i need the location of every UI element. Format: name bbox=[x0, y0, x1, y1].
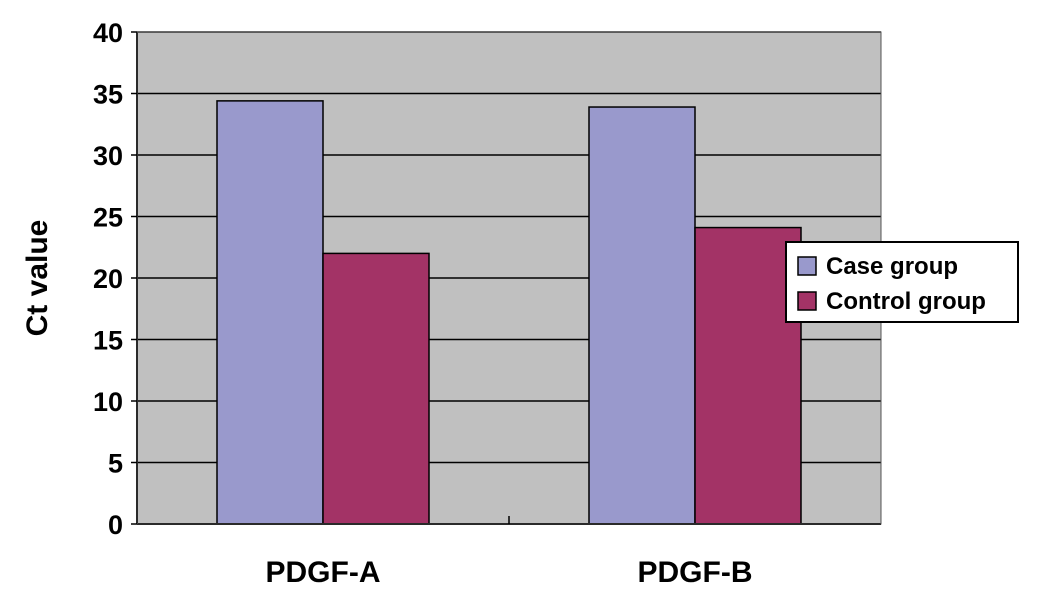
y-tick-label: 5 bbox=[108, 449, 123, 479]
bar-case-group-pdgf-a bbox=[216, 100, 324, 525]
y-tick-label: 0 bbox=[108, 510, 123, 540]
bars bbox=[216, 100, 802, 525]
bar-control-group-pdgf-a bbox=[322, 252, 430, 525]
legend-label-case-group: Case group bbox=[826, 253, 958, 280]
bar-case-group-pdgf-b bbox=[588, 106, 696, 525]
legend-swatch-case-group bbox=[797, 256, 817, 276]
y-tick-label: 20 bbox=[93, 264, 123, 294]
legend-swatch-control-group bbox=[797, 291, 817, 311]
y-axis-ticks: 0 5 10 15 20 25 30 35 40 bbox=[93, 18, 137, 540]
x-category-label: PDGF-A bbox=[266, 556, 381, 589]
y-tick-label: 25 bbox=[93, 203, 123, 233]
bar-control-group-pdgf-b bbox=[694, 226, 802, 525]
y-tick-label: 10 bbox=[93, 387, 123, 417]
y-tick-label: 40 bbox=[93, 18, 123, 48]
x-axis-categories: PDGF-A PDGF-B bbox=[266, 516, 753, 589]
y-tick-label: 35 bbox=[93, 80, 123, 110]
legend-box bbox=[785, 241, 1019, 323]
y-axis-title: Ct value bbox=[21, 220, 54, 337]
legend: Case group Control group bbox=[785, 241, 1019, 323]
x-category-label: PDGF-B bbox=[638, 556, 753, 589]
y-tick-label: 15 bbox=[93, 326, 123, 356]
legend-label-control-group: Control group bbox=[826, 288, 986, 315]
y-tick-label: 30 bbox=[93, 141, 123, 171]
